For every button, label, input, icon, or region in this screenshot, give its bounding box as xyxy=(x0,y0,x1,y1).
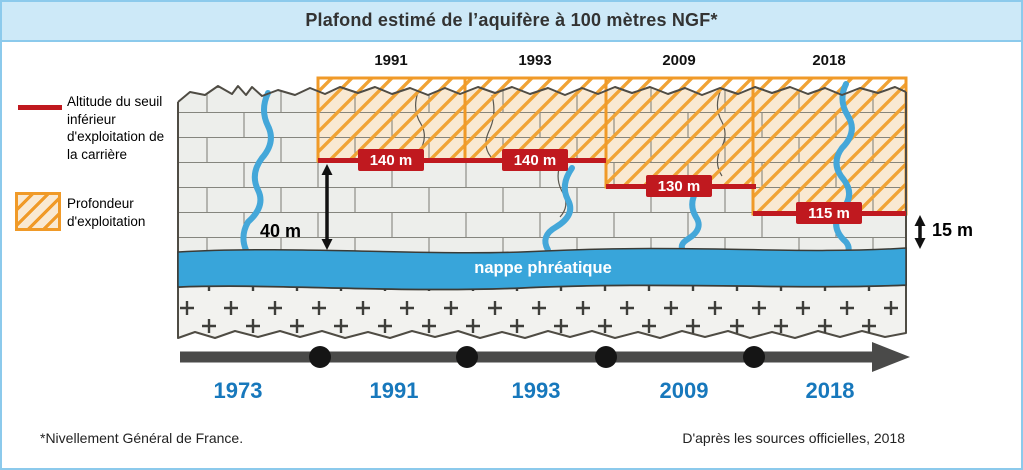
legend-depth-swatch xyxy=(15,192,61,231)
aquifer-band xyxy=(177,247,907,291)
karst-streams xyxy=(240,81,855,255)
exploitation-zone-hatch xyxy=(318,78,906,214)
depth-label-15m: 15 m xyxy=(932,220,974,240)
legend-threshold-line-swatch xyxy=(18,105,62,110)
threshold-label-1991: 140 m xyxy=(358,149,424,171)
legend-depth-label: Profondeur d'exploitation xyxy=(67,196,146,229)
footnote: *Nivellement Général de France. xyxy=(40,430,244,446)
aquifer-label: nappe phréatique xyxy=(474,259,612,277)
depth-label-40m: 40 m xyxy=(260,221,302,241)
timeline-year-1973: 1973 xyxy=(213,378,263,403)
timeline-dot-1991 xyxy=(309,346,331,368)
rock-top-outline xyxy=(177,85,907,103)
timeline-axis xyxy=(180,342,910,372)
depth-arrow-40m xyxy=(321,164,333,250)
page-title: Plafond estimé de l’aquifère à 100 mètre… xyxy=(305,9,718,30)
zone-year-2009: 2009 xyxy=(662,52,696,69)
zone-year-1993: 1993 xyxy=(518,52,552,69)
timeline-dot-2009 xyxy=(595,346,617,368)
timeline-dot-2018 xyxy=(743,346,765,368)
zone-year-1991: 1991 xyxy=(374,52,408,69)
source-credit: D'après les sources officielles, 2018 xyxy=(682,430,905,446)
threshold-line-140m xyxy=(318,158,606,163)
threshold-label-2009: 130 m xyxy=(646,175,712,197)
legend-threshold-label: Altitude du seuil inférieur d'exploitati… xyxy=(67,94,165,162)
title-bar: Plafond estimé de l’aquifère à 100 mètre… xyxy=(0,0,1023,42)
depth-arrow-15m xyxy=(914,215,926,249)
threshold-label-2018: 115 m xyxy=(796,202,862,224)
zone-year-2018: 2018 xyxy=(812,52,846,69)
timeline-year-1993: 1993 xyxy=(511,378,561,403)
threshold-label-1993: 140 m xyxy=(502,149,568,171)
timeline-arrowhead xyxy=(872,342,910,372)
timeline-year-1991: 1991 xyxy=(369,378,419,403)
bedrock-plus-texture xyxy=(178,285,906,338)
timeline-year-2009: 2009 xyxy=(659,378,709,403)
timeline-year-2018: 2018 xyxy=(805,378,855,403)
timeline-dot-1993 xyxy=(456,346,478,368)
